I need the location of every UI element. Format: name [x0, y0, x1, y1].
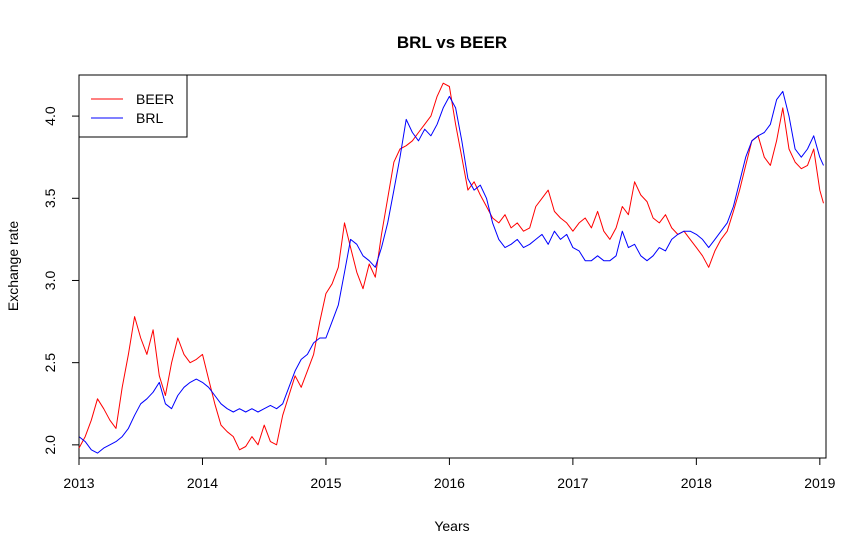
- legend-label-brl: BRL: [136, 110, 163, 126]
- x-tick-label: 2018: [681, 475, 712, 491]
- legend-box: [78, 74, 188, 138]
- chart-title: BRL vs BEER: [397, 33, 507, 52]
- x-tick-label: 2015: [310, 475, 341, 491]
- x-tick-label: 2016: [434, 475, 465, 491]
- y-axis-label: Exchange rate: [5, 221, 21, 311]
- legend: BEER BRL: [78, 74, 188, 138]
- x-tick-label: 2013: [63, 475, 94, 491]
- series-line-brl: [78, 90, 824, 454]
- x-axis: 2013 2014 2015 2016 2017 2018 2019: [63, 457, 836, 491]
- x-tick-label: 2019: [804, 475, 835, 491]
- x-axis-label: Years: [434, 518, 469, 534]
- plot-border: [78, 74, 827, 459]
- y-tick-label: 4.0: [42, 106, 58, 126]
- legend-label-beer: BEER: [136, 91, 174, 107]
- y-tick-label: 3.0: [42, 271, 58, 291]
- y-tick-label: 2.0: [42, 435, 58, 455]
- y-axis: 2.0 2.5 3.0 3.5 4.0: [42, 106, 80, 455]
- x-tick-label: 2017: [557, 475, 588, 491]
- x-tick-label: 2014: [187, 475, 218, 491]
- y-tick-label: 2.5: [42, 353, 58, 373]
- y-tick-label: 3.5: [42, 188, 58, 208]
- series-lines: [78, 82, 824, 454]
- series-line-beer: [78, 82, 824, 451]
